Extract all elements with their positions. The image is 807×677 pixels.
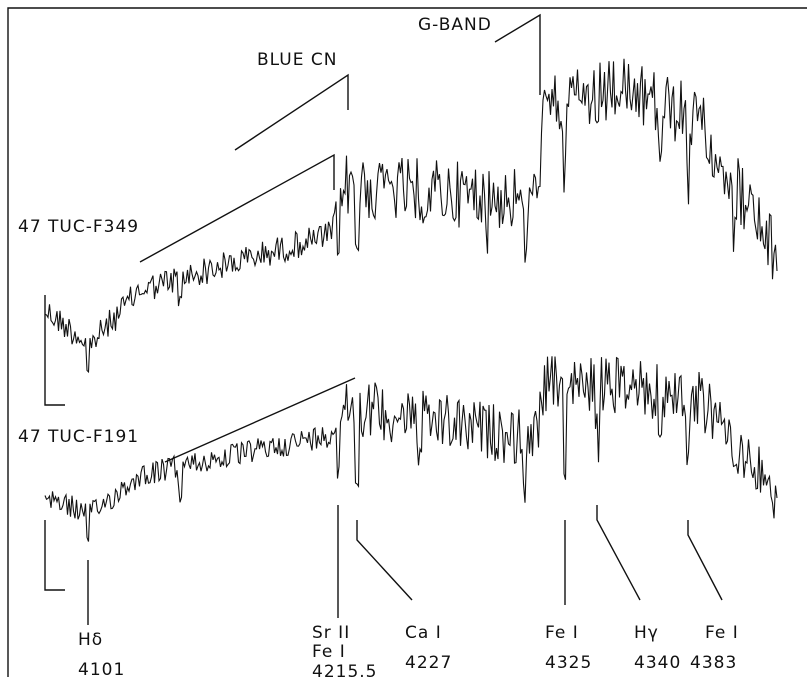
blue-cn-guide bbox=[234, 73, 349, 151]
zero-bracket bbox=[44, 520, 65, 591]
band-label: G-BAND bbox=[418, 15, 492, 35]
line-marker bbox=[596, 505, 641, 601]
line-ion: Hδ bbox=[78, 630, 103, 650]
line-wavelength: 4325 bbox=[545, 653, 592, 673]
line-marker bbox=[687, 520, 723, 601]
line-ion: Fe I bbox=[545, 623, 579, 643]
line-ion: Sr II bbox=[312, 623, 350, 643]
line-wavelength: 4215.5 bbox=[312, 662, 377, 677]
line-ion: Fe I bbox=[312, 642, 346, 662]
band-label: BLUE CN bbox=[257, 50, 337, 70]
spectrum-trace bbox=[44, 58, 778, 374]
line-ion: Hγ bbox=[634, 623, 659, 643]
line-wavelength: 4340 bbox=[634, 653, 681, 673]
line-wavelength: 4383 bbox=[690, 653, 737, 673]
frame bbox=[7, 7, 807, 677]
spectrum-trace bbox=[44, 356, 778, 542]
line-wavelength: 4227 bbox=[405, 653, 452, 673]
line-ion: Fe I bbox=[705, 623, 739, 643]
zero-bracket bbox=[44, 295, 65, 406]
continuum-guide bbox=[139, 153, 335, 263]
continuum-guide bbox=[164, 377, 356, 463]
spectrum-label: 47 TUC-F191 bbox=[18, 427, 139, 447]
line-wavelength: 4101 bbox=[78, 660, 125, 677]
line-marker bbox=[356, 520, 413, 601]
spectrum-label: 47 TUC-F349 bbox=[18, 217, 139, 237]
line-ion: Ca I bbox=[405, 623, 442, 643]
g-band-guide bbox=[494, 13, 541, 95]
